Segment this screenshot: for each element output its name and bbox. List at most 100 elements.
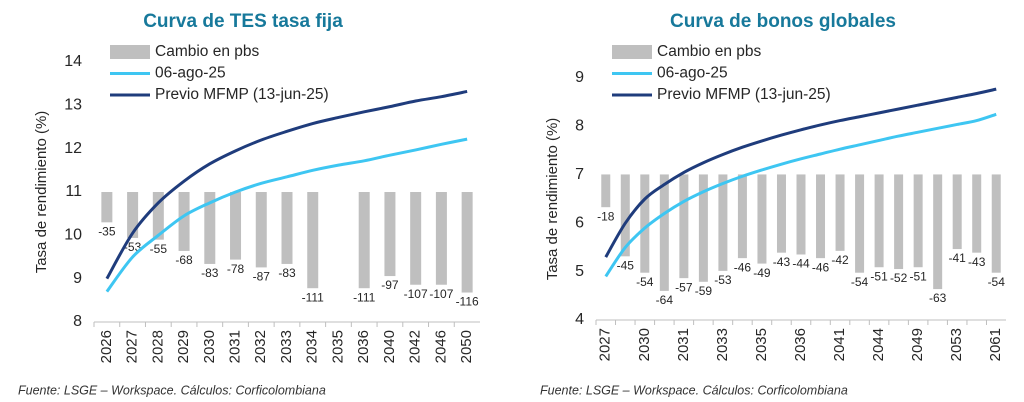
bar [601, 174, 611, 208]
data-label: -68 [175, 253, 193, 267]
bar [127, 192, 139, 238]
data-label: -116 [456, 295, 479, 309]
data-label: -87 [253, 270, 271, 284]
x-tick-label: 2031 [227, 330, 244, 363]
data-label: -54 [636, 275, 654, 289]
x-tick-label: 2061 [987, 328, 1004, 361]
x-tick-label: 2033 [714, 328, 731, 361]
source: Fuente: LSGE – Workspace. Cálculos: Corf… [18, 383, 326, 397]
source: Fuente: LSGE – Workspace. Cálculos: Corf… [540, 383, 848, 397]
data-label: -41 [949, 251, 967, 265]
x-tick-label: 2028 [149, 330, 166, 363]
data-label: -54 [851, 275, 869, 289]
x-tick-label: 2032 [252, 330, 269, 363]
bar [718, 174, 728, 271]
bar [101, 192, 113, 223]
data-label: -18 [597, 209, 615, 223]
x-tick-label: 2029 [175, 330, 192, 363]
x-tick-label: 2042 [407, 330, 424, 363]
legend-swatch [612, 45, 652, 59]
bar [384, 192, 396, 277]
x-tick-label: 2030 [636, 328, 653, 361]
line [105, 89, 468, 280]
data-label: -46 [812, 260, 830, 274]
bar [461, 192, 473, 293]
data-label: -51 [870, 269, 888, 283]
x-tick-label: 2046 [432, 330, 449, 363]
data-label: -53 [714, 273, 732, 287]
data-label: -78 [227, 262, 245, 276]
data-label: -57 [675, 280, 693, 294]
x-tick-label: 2036 [355, 330, 372, 363]
data-label: -52 [890, 271, 908, 285]
y-axis-label: Tasa de rendimiento (%) [544, 118, 561, 281]
bar [307, 192, 319, 289]
data-label: -35 [98, 225, 116, 239]
data-label: -111 [353, 290, 376, 304]
data-label: -107 [404, 287, 428, 301]
x-tick-label: 2033 [278, 330, 295, 363]
data-label: -55 [150, 242, 168, 256]
x-tick-label: 2031 [675, 328, 692, 361]
bar [894, 174, 904, 270]
data-label: -43 [773, 255, 791, 269]
line [604, 87, 997, 258]
y-tick-label: 6 [575, 214, 584, 231]
data-label: -63 [929, 291, 947, 305]
legend-label: 06-ago-25 [155, 65, 226, 82]
data-label: -59 [695, 284, 713, 298]
legend-label: Previo MFMP (13-jun-25) [155, 86, 329, 103]
line [105, 137, 468, 293]
data-label: -111 [302, 290, 325, 304]
bar [255, 192, 267, 268]
x-tick-label: 2035 [753, 328, 770, 361]
chart-title: Curva de TES tasa fija [143, 11, 343, 32]
y-tick-label: 13 [64, 97, 82, 114]
bar [178, 192, 190, 251]
y-tick-label: 14 [64, 53, 82, 70]
y-tick-label: 9 [73, 270, 82, 287]
x-tick-label: 2027 [597, 328, 614, 361]
data-label: -49 [753, 266, 771, 280]
data-label: -46 [734, 260, 752, 274]
x-tick-label: 2049 [909, 328, 926, 361]
bar [152, 192, 164, 240]
bar [952, 174, 962, 250]
data-label: -107 [429, 287, 453, 301]
data-label: -44 [792, 257, 810, 271]
y-tick-label: 12 [64, 140, 82, 157]
data-label: -64 [656, 293, 674, 307]
legend-label: Cambio en pbs [657, 43, 762, 60]
bar [204, 192, 216, 264]
x-tick-label: 2053 [948, 328, 965, 361]
bar [640, 174, 650, 273]
y-tick-label: 8 [575, 118, 584, 135]
x-tick-label: 2030 [201, 330, 218, 363]
x-tick-label: 2027 [124, 330, 141, 363]
bar [410, 192, 422, 285]
bar [972, 174, 982, 253]
data-label: -54 [988, 275, 1006, 289]
x-tick-label: 2050 [458, 330, 475, 363]
chart-title: Curva de bonos globales [670, 11, 896, 32]
y-tick-label: 4 [575, 311, 584, 328]
x-tick-label: 2036 [792, 328, 809, 361]
legend-label: Cambio en pbs [155, 43, 260, 60]
y-tick-label: 5 [575, 263, 584, 280]
line [604, 112, 997, 278]
legend-label: Previo MFMP (13-jun-25) [657, 86, 831, 103]
data-label: -83 [201, 266, 219, 280]
bar [816, 174, 826, 259]
x-tick-label: 2034 [304, 330, 321, 363]
data-label: -97 [381, 278, 399, 292]
data-label: -83 [278, 266, 296, 280]
data-label: -45 [617, 258, 635, 272]
bar [776, 174, 786, 253]
y-tick-label: 7 [575, 166, 584, 183]
x-tick-label: 2026 [98, 330, 115, 363]
bar [281, 192, 293, 264]
y-tick-label: 10 [64, 227, 82, 244]
bar [835, 174, 845, 251]
y-tick-label: 8 [73, 313, 82, 330]
legend-label: 06-ago-25 [657, 65, 728, 82]
